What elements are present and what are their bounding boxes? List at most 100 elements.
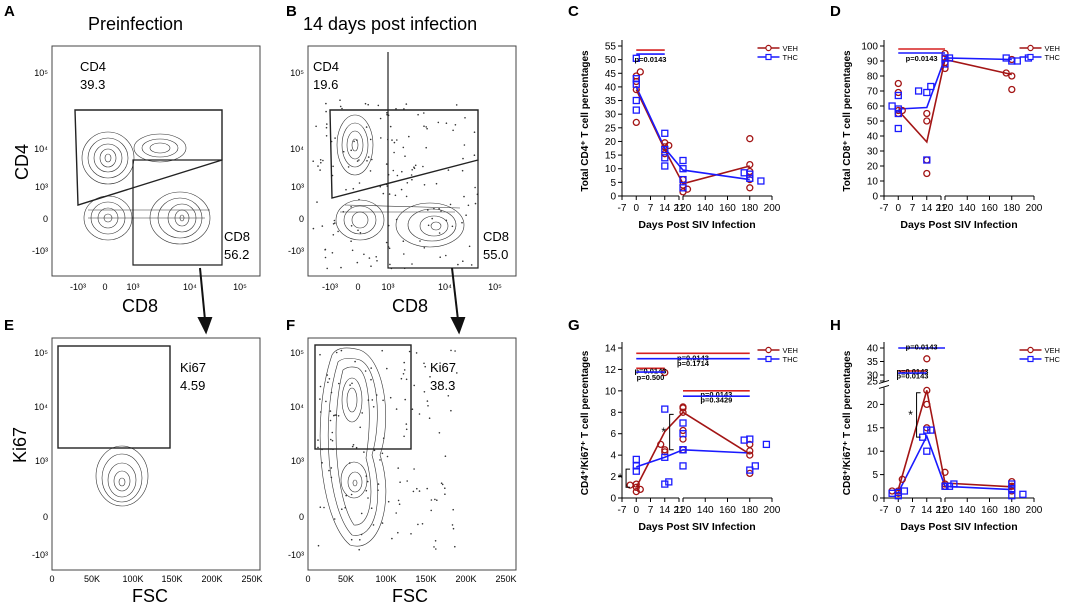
event-dot xyxy=(441,483,444,486)
event-dot xyxy=(317,439,319,441)
event-dot xyxy=(352,187,355,190)
event-dot xyxy=(435,182,438,185)
data-point-thc xyxy=(894,105,902,113)
x-tick: 250K xyxy=(241,574,262,584)
data-point-thc xyxy=(894,109,902,118)
data-point-veh xyxy=(665,141,673,150)
data-point-veh xyxy=(923,156,931,164)
event-dot xyxy=(317,165,319,167)
data-point-veh xyxy=(746,184,754,192)
event-dot xyxy=(375,394,378,396)
y-tick-label: 5 xyxy=(610,178,616,189)
y-tick-label: 90 xyxy=(867,57,879,68)
x-tick-label: 7 xyxy=(648,505,654,516)
data-point-veh xyxy=(632,480,640,488)
mean-line-veh xyxy=(897,390,1012,490)
p-value-label: p=0.0143 xyxy=(897,371,929,380)
x-tick-label: 0 xyxy=(895,203,901,214)
event-dot xyxy=(381,452,384,455)
event-dot xyxy=(329,410,332,412)
event-dot xyxy=(344,506,347,509)
event-dot xyxy=(332,234,335,236)
event-dot xyxy=(461,169,464,172)
data-point-veh xyxy=(923,386,931,395)
panel-b-cd8-gate xyxy=(387,52,479,269)
panel-f-contours xyxy=(319,347,387,547)
x-tick: 10⁵ xyxy=(488,282,502,292)
event-dot xyxy=(426,127,428,130)
event-dot xyxy=(404,155,406,157)
data-point-veh xyxy=(923,355,931,363)
data-point-veh xyxy=(1002,69,1010,77)
event-dot xyxy=(377,489,379,492)
event-dot xyxy=(364,102,367,105)
event-dot xyxy=(380,137,382,139)
event-dot xyxy=(427,209,429,211)
event-dot xyxy=(381,349,384,352)
event-dot xyxy=(376,260,378,262)
event-dot xyxy=(326,374,329,376)
event-dot xyxy=(440,482,443,485)
y-axis-label: CD8⁺/Ki67⁺ T cell percentages xyxy=(842,350,853,495)
y-tick-label: 10 xyxy=(867,447,879,458)
event-dot xyxy=(358,548,361,551)
event-dot xyxy=(405,378,408,381)
legend-marker-veh xyxy=(1027,346,1034,354)
y-tick-label: 100 xyxy=(861,42,878,53)
event-dot xyxy=(423,112,425,114)
axis-break-gap xyxy=(880,381,888,388)
data-point-thc xyxy=(1008,484,1016,493)
data-point-thc xyxy=(894,124,902,133)
event-dot xyxy=(398,503,401,506)
event-dot xyxy=(450,349,452,352)
event-dot xyxy=(370,378,372,381)
event-dot xyxy=(414,164,417,167)
event-dot xyxy=(334,222,336,224)
event-dot xyxy=(397,531,399,534)
event-dot xyxy=(339,105,342,108)
event-dot xyxy=(470,264,473,266)
data-point-thc xyxy=(945,54,954,62)
x-tick-label: 160 xyxy=(719,203,736,214)
event-dot xyxy=(330,467,333,469)
data-point-thc xyxy=(923,88,931,97)
data-point-thc xyxy=(900,487,909,495)
y-axis-label: Total CD8⁺ T cell percentages xyxy=(842,50,853,192)
panel-b-plot-frame xyxy=(307,45,517,277)
event-dot xyxy=(445,254,447,257)
panel-a-cd4-gate-name: CD4 xyxy=(80,59,106,74)
legend-marker-thc xyxy=(765,53,772,61)
event-dot xyxy=(447,169,450,171)
x-tick-label: 180 xyxy=(741,505,758,516)
data-point-thc xyxy=(661,162,669,170)
event-dot xyxy=(454,545,456,548)
x-tick-label: 200 xyxy=(1026,505,1043,516)
event-dot xyxy=(426,487,429,490)
event-dot xyxy=(403,253,405,255)
event-dot xyxy=(322,159,324,162)
event-dot xyxy=(325,400,327,403)
event-dot xyxy=(325,126,328,129)
event-dot xyxy=(369,138,372,141)
data-point-veh xyxy=(636,68,644,76)
event-dot xyxy=(433,207,435,210)
legend-label-veh: VEH xyxy=(1045,346,1060,355)
event-dot xyxy=(348,462,351,464)
data-point-thc xyxy=(679,156,687,165)
x-tick-label: 120 xyxy=(675,203,692,214)
event-dot xyxy=(351,382,353,385)
event-dot xyxy=(319,411,322,413)
data-point-veh xyxy=(746,451,754,459)
event-dot xyxy=(406,480,409,482)
event-dot xyxy=(438,432,441,434)
event-dot xyxy=(342,150,345,153)
event-dot xyxy=(430,499,433,501)
event-dot xyxy=(447,395,450,397)
event-dot xyxy=(338,382,340,385)
axis-break-mark xyxy=(878,379,890,384)
event-dot xyxy=(319,385,322,388)
p-value-label: p=0.500 xyxy=(637,373,665,382)
